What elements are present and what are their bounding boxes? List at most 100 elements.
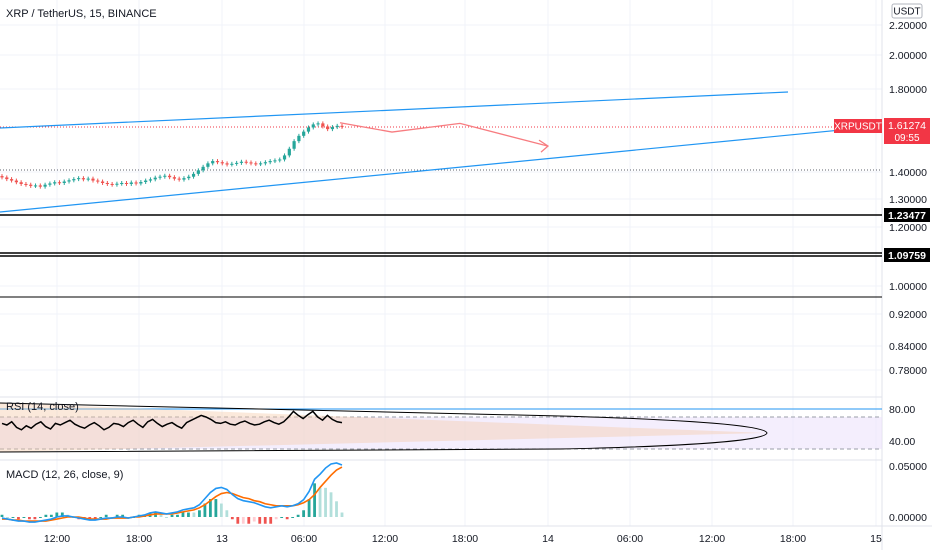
rsi-line [1,410,343,431]
candle-body [230,163,234,165]
macd-histogram-bar [252,517,256,522]
candle-body [120,182,124,184]
price-tick-label: 1.20000 [889,222,927,234]
level-tag-2 [884,248,930,262]
macd-histogram-bar [280,517,284,518]
macd-histogram-bar [33,517,37,520]
price-tick-label: 2.00000 [889,50,927,62]
candle-body [14,180,18,183]
macd-plot [0,462,344,524]
macd-histogram-bar [104,514,108,517]
candle-body [177,178,181,180]
candle-body [57,182,62,184]
macd-histogram-bar [38,517,42,518]
candle-body [53,182,57,184]
macd-histogram-bar [307,499,311,517]
time-tick-label: 06:00 [291,533,317,545]
price-axis[interactable]: 2.20000 2.00000 1.80000 1.40000 1.30000 1.200… [889,20,927,377]
macd-legend[interactable]: MACD (12, 26, close, 9) [6,469,123,481]
macd-histogram-bar [313,483,316,517]
projection-line[interactable] [339,122,549,147]
currency-badge[interactable] [891,3,923,19]
price-tick-label: 1.80000 [889,84,927,96]
macd-histogram-bar [187,512,190,517]
rsi-plot [1,410,343,431]
candle-body [105,182,109,184]
macd-histogram-bar [340,512,344,517]
candle-body [48,183,52,185]
rsi-legend[interactable]: RSI (14, close) [6,401,79,413]
candle-body [67,180,71,182]
time-tick-label: 18:00 [452,533,478,545]
candle-body [163,175,167,177]
macd-histogram-bar [291,517,295,518]
candle-body [81,178,86,180]
countdown-value: 09:55 [894,133,919,144]
candle-body [129,182,133,184]
time-tick-label: 12:00 [372,533,398,545]
macd-histogram-bar [192,512,196,517]
candle-body [254,163,258,165]
currency-label: USDT [893,7,920,18]
upper-trendline[interactable] [0,91,789,129]
candle-body [306,127,311,132]
price-tick-label: 2.20000 [889,20,927,32]
last-price-value: 1.61274 [888,120,926,132]
time-axis[interactable]: 12:00 18:00 13 06:00 12:00 18:00 14 06:00 12:00 1… [44,533,882,545]
candle-body [196,170,200,174]
macd-histogram-bar [60,512,64,517]
lower-trendline[interactable] [0,125,883,213]
candle-body [235,162,239,164]
macd-histogram-bar [93,517,97,520]
candle-body [187,176,191,179]
candle-body [244,161,248,163]
candle-body [0,176,4,178]
candle-body [144,180,148,183]
macd-histogram-bar [263,517,267,524]
price-tick-label: 0.78000 [889,365,927,377]
candle-body [311,124,315,128]
candle-body [249,162,253,164]
candle-body [215,161,220,163]
projection-arrowhead [538,139,550,153]
macd-histogram-bar [214,499,218,517]
candle-body [43,184,47,187]
symbol-tag-label: XRPUSDT [834,122,882,133]
macd-histogram-bar [241,517,245,524]
macd-histogram-bar [115,514,119,517]
macd-histogram-bar [99,517,103,518]
time-tick-label: 14 [542,533,554,545]
candle-body [24,183,28,185]
symbol-legend[interactable]: XRP / TetherUS, 15, BINANCE [6,8,157,20]
candle-body [148,179,153,181]
price-tick-label: 1.00000 [889,281,927,293]
candle-body [153,177,157,180]
candle-body [201,166,205,171]
candle-body [168,175,172,178]
macd-histogram-bar [44,514,48,517]
time-tick-label: 18:00 [126,533,152,545]
price-tick-label: 1.40000 [889,167,927,179]
macd-histogram-bar [236,517,240,524]
candle-body [158,176,162,178]
rsi-tick-label: 40.00 [889,436,915,448]
macd-tick-label: 0.05000 [889,461,927,473]
candle-body [77,178,81,180]
macd-histogram-bar [0,514,4,517]
rsi-triangle-drawing[interactable] [0,402,768,453]
candle-body [110,183,114,185]
candle-body [287,148,291,156]
projection-path[interactable] [339,122,550,153]
candle-body [100,181,105,183]
candle-body [182,178,186,180]
candle-body [9,179,14,181]
candle-body [38,185,42,187]
macd-histogram-bar [285,517,289,520]
macd-line [1,462,343,523]
candle-body [302,131,306,136]
macd-histogram-bar [165,517,168,518]
price-tick-label: 1.30000 [889,194,927,206]
macd-histogram-bar [247,517,251,524]
candle-body [191,173,196,177]
